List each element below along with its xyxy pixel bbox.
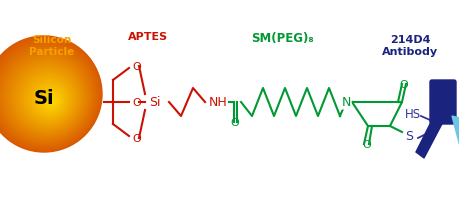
Circle shape — [4, 54, 89, 139]
Circle shape — [17, 67, 78, 129]
Text: Si: Si — [149, 96, 161, 109]
Circle shape — [34, 84, 66, 117]
Circle shape — [43, 94, 59, 109]
Circle shape — [40, 90, 61, 112]
Circle shape — [0, 44, 96, 146]
Circle shape — [26, 76, 72, 122]
Text: Silicon
Particle: Silicon Particle — [29, 35, 75, 56]
Polygon shape — [452, 116, 459, 154]
Circle shape — [28, 78, 70, 121]
Text: Si: Si — [34, 88, 54, 107]
Circle shape — [9, 60, 84, 135]
FancyBboxPatch shape — [430, 81, 456, 124]
Circle shape — [15, 65, 80, 131]
Circle shape — [32, 83, 67, 117]
Text: S: S — [405, 130, 413, 143]
Circle shape — [0, 39, 101, 150]
Circle shape — [13, 64, 81, 132]
Circle shape — [12, 63, 82, 132]
Circle shape — [0, 47, 95, 145]
Text: APTES: APTES — [128, 32, 168, 42]
Circle shape — [0, 37, 102, 152]
Text: N: N — [341, 96, 351, 109]
Circle shape — [51, 101, 53, 103]
Circle shape — [0, 48, 94, 144]
Circle shape — [11, 62, 83, 133]
Polygon shape — [416, 116, 444, 158]
Circle shape — [0, 46, 95, 146]
Circle shape — [50, 100, 54, 104]
Circle shape — [39, 89, 62, 113]
Text: SM(PEG)₈: SM(PEG)₈ — [251, 32, 313, 45]
Circle shape — [10, 61, 84, 134]
Circle shape — [16, 66, 79, 130]
Circle shape — [38, 88, 63, 113]
Circle shape — [0, 38, 101, 152]
Circle shape — [45, 95, 58, 108]
Circle shape — [0, 40, 100, 150]
Circle shape — [20, 71, 76, 126]
Circle shape — [35, 86, 65, 115]
Circle shape — [41, 92, 60, 111]
Text: O: O — [363, 139, 371, 149]
Circle shape — [24, 75, 73, 123]
Circle shape — [5, 55, 88, 138]
Circle shape — [31, 82, 68, 118]
Text: O: O — [132, 133, 141, 143]
Circle shape — [23, 74, 73, 124]
Circle shape — [30, 81, 69, 119]
Circle shape — [45, 96, 57, 107]
Circle shape — [2, 53, 90, 140]
Circle shape — [0, 49, 93, 143]
Text: O: O — [132, 98, 141, 107]
Circle shape — [1, 52, 90, 141]
Text: O: O — [132, 62, 141, 72]
Circle shape — [27, 77, 71, 122]
Text: O: O — [400, 80, 409, 89]
Circle shape — [8, 59, 85, 136]
Circle shape — [34, 85, 65, 116]
Circle shape — [42, 93, 60, 110]
Text: O: O — [230, 117, 240, 127]
Circle shape — [49, 99, 55, 105]
Circle shape — [6, 57, 87, 137]
Circle shape — [19, 70, 77, 127]
Circle shape — [7, 58, 86, 137]
Circle shape — [22, 73, 74, 125]
Text: NH: NH — [209, 96, 228, 109]
Circle shape — [29, 80, 69, 120]
Circle shape — [48, 98, 56, 106]
Circle shape — [46, 97, 56, 107]
Circle shape — [37, 87, 64, 114]
Circle shape — [0, 50, 92, 142]
Text: 214D4
Antibody: 214D4 Antibody — [382, 35, 438, 56]
Circle shape — [0, 43, 97, 147]
Circle shape — [18, 68, 78, 128]
Circle shape — [0, 51, 91, 141]
Circle shape — [21, 72, 75, 126]
Circle shape — [0, 42, 98, 148]
Circle shape — [0, 41, 99, 149]
Text: HS: HS — [405, 108, 421, 121]
